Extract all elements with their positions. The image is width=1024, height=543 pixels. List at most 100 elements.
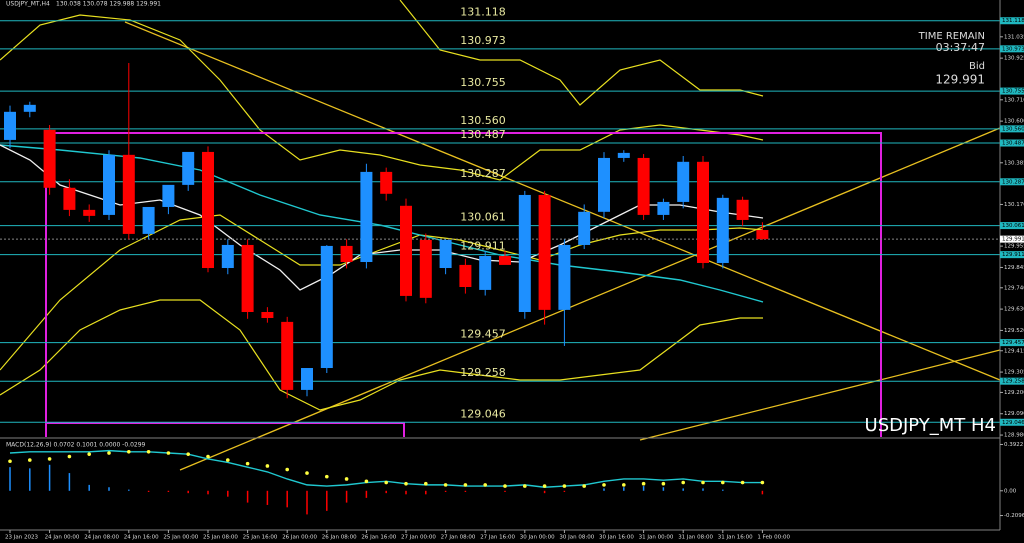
candle-body: [479, 255, 492, 290]
macd-signal-dot: [8, 459, 12, 464]
x-tick-label: 25 Jan 16:00: [243, 535, 278, 541]
y-tick-label: 129.520: [1004, 328, 1024, 334]
candle-body: [281, 321, 294, 390]
x-tick-label: 24 Jan 08:00: [84, 535, 119, 541]
level-axis-box: [1000, 17, 1024, 25]
candle-body: [439, 239, 452, 269]
candle-body: [558, 244, 571, 310]
price-axis: 131.035 130.925 130.710 130.600 130.385 130.1…: [1000, 17, 1024, 519]
x-tick-label: 25 Jan 08:00: [203, 535, 238, 541]
candle-body: [122, 154, 135, 234]
x-tick-label: 27 Jan 08:00: [441, 535, 476, 541]
level-label: 129.046: [460, 407, 506, 420]
level-label: 129.258: [460, 366, 506, 379]
macd-signal-dot: [146, 450, 151, 454]
macd-signal-dot: [542, 484, 547, 488]
y-tick-label: 129.305: [1004, 370, 1024, 376]
level-axis-box: [1000, 377, 1024, 385]
macd-signal-dot: [265, 464, 270, 468]
level-label: 129.911: [460, 240, 506, 253]
y-tick-label: 130.170: [1004, 202, 1024, 208]
macd-signal-dot: [344, 477, 349, 481]
macd-signal-dot: [622, 483, 626, 487]
candle-body: [400, 205, 412, 296]
candle-body: [578, 211, 591, 245]
macd-signal-dot: [166, 451, 171, 455]
level-label: 130.061: [460, 211, 506, 224]
level-axis-label: 130.755: [1002, 89, 1024, 95]
band-line: [399, 0, 764, 106]
macd-signal-dot: [186, 452, 190, 456]
level-axis-box: [1000, 45, 1024, 53]
candle-body: [63, 187, 76, 210]
level-axis-label: 130.287: [1002, 179, 1024, 185]
x-tick-label: 26 Jan 00:00: [282, 535, 317, 541]
level-label: 130.560: [460, 114, 506, 127]
candle-body: [320, 245, 333, 369]
macd-signal-dot: [701, 480, 705, 485]
watermark: USDJPY_MT H4: [865, 415, 996, 436]
y-tick-label: 129.955: [1004, 244, 1024, 250]
x-tick-label: 31 Jan 16:00: [718, 535, 753, 541]
level-axis-label: 131.118: [1002, 18, 1024, 24]
band-line: [0, 299, 763, 411]
x-tick-label: 24 Jan 16:00: [124, 535, 159, 541]
level-axis-box: [1000, 87, 1024, 95]
level-axis-label: 129.911: [1002, 252, 1024, 258]
candle-body: [657, 201, 670, 215]
macd-signal-dot: [325, 474, 329, 479]
x-tick-label: 31 Jan 00:00: [639, 535, 674, 541]
level-axis-label: 129.457: [1002, 340, 1024, 346]
macd-signal-dot: [67, 454, 72, 459]
macd-y-tick-label: -0.2096: [1004, 513, 1024, 519]
candle-body: [756, 230, 769, 240]
macd-signal-dot: [463, 483, 468, 487]
candle-body: [499, 255, 511, 265]
macd-signal-dot: [28, 458, 32, 462]
x-tick-label: 23 Jan 2023: [5, 535, 38, 541]
macd-signal-dot: [760, 480, 765, 485]
candle-body: [4, 111, 16, 140]
x-tick-label: 26 Jan 16:00: [361, 535, 396, 541]
level-axis-box: [1000, 125, 1024, 133]
level-label: 129.457: [460, 328, 506, 341]
level-label: 130.487: [460, 128, 506, 141]
level-axis-box: [1000, 139, 1024, 147]
x-tick-label: 30 Jan 08:00: [559, 535, 594, 541]
candle-body: [538, 194, 551, 310]
candle-body: [360, 171, 373, 263]
level-label: 131.118: [460, 6, 506, 19]
level-axis-box: [1000, 339, 1024, 347]
y-tick-label: 130.600: [1004, 119, 1024, 125]
candle-body: [697, 161, 709, 263]
trend-lines: [124, 21, 1001, 471]
bid-value: 129.991: [935, 73, 985, 87]
macd-signal-dot: [384, 480, 389, 485]
macd-label: MACD(12,26,9) 0.0702 0.1001 0.0000 -0.02…: [6, 442, 146, 449]
level-axis-label: 130.061: [1002, 223, 1024, 229]
y-tick-label: 129.200: [1004, 390, 1024, 396]
macd-signal-dot: [206, 454, 210, 459]
candle-body: [340, 245, 353, 263]
macd-signal-dot: [226, 458, 230, 462]
level-axis-label: 129.258: [1002, 379, 1024, 385]
y-tick-label: 129.630: [1004, 307, 1024, 313]
candle-body: [677, 161, 690, 202]
symbol-title: USDJPY_MT,H4: [6, 1, 50, 8]
candle-body: [518, 194, 531, 313]
x-tick-label: 24 Jan 00:00: [45, 535, 80, 541]
y-tick-label: 130.710: [1004, 97, 1024, 103]
bid-label: Bid: [969, 61, 985, 72]
macd-signal-dot: [443, 483, 448, 487]
x-tick-label: 1 Feb 00:00: [757, 535, 790, 541]
level-axis-label: 130.973: [1002, 46, 1024, 52]
candle-body: [83, 209, 96, 216]
candle-body: [459, 264, 472, 288]
macd-pane: [8, 449, 765, 515]
band-line: [0, 14, 764, 181]
macd-signal-dot: [305, 471, 309, 475]
level-axis-label: 130.560: [1002, 126, 1024, 132]
candle-body: [598, 157, 610, 212]
